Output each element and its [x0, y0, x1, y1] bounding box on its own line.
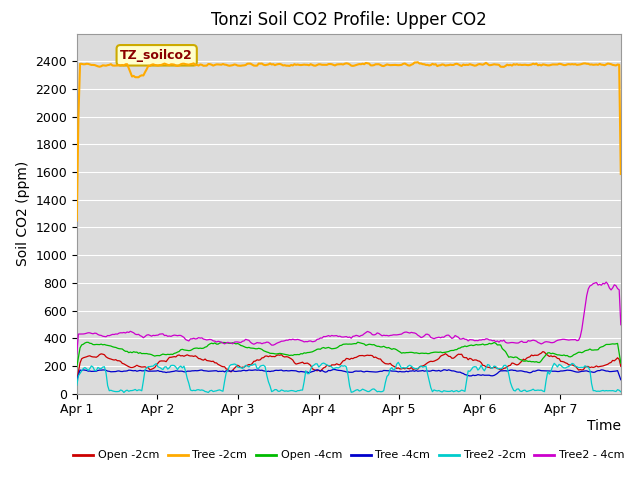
- Text: TZ_soilco2: TZ_soilco2: [120, 49, 193, 62]
- Y-axis label: Soil CO2 (ppm): Soil CO2 (ppm): [15, 161, 29, 266]
- Text: Time: Time: [587, 419, 621, 433]
- Legend: Open -2cm, Tree -2cm, Open -4cm, Tree -4cm, Tree2 -2cm, Tree2 - 4cm: Open -2cm, Tree -2cm, Open -4cm, Tree -4…: [69, 446, 628, 465]
- Title: Tonzi Soil CO2 Profile: Upper CO2: Tonzi Soil CO2 Profile: Upper CO2: [211, 11, 486, 29]
